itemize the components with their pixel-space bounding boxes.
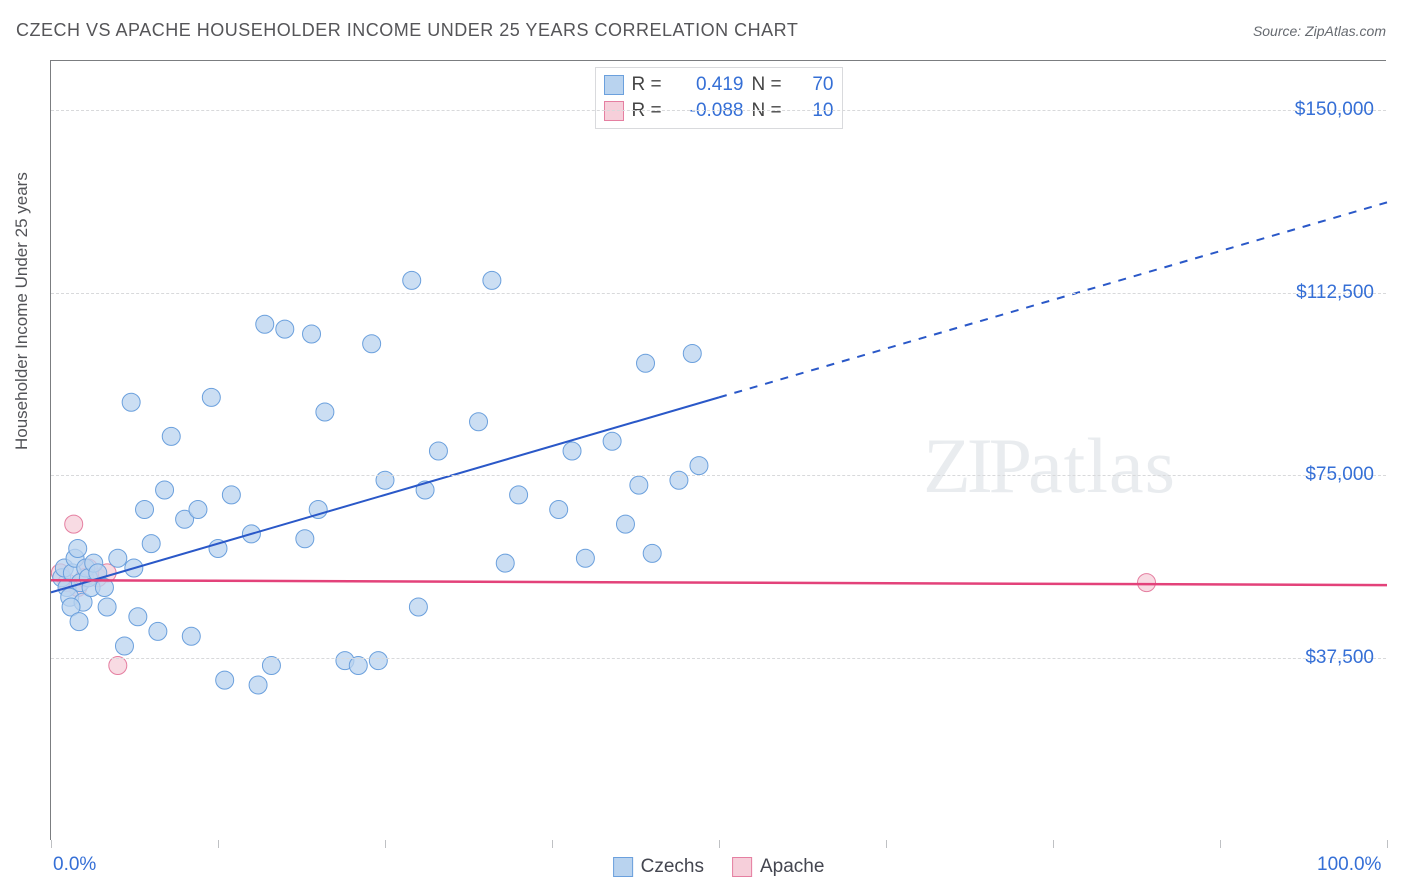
y-tick-label: $112,500: [1296, 282, 1374, 304]
series-legend: Czechs Apache: [613, 856, 825, 878]
y-tick-label: $150,000: [1295, 99, 1374, 121]
plot-svg: [51, 61, 1386, 840]
swatch-apache-2: [732, 857, 752, 877]
swatch-czechs: [604, 75, 624, 95]
legend-item-czechs: Czechs: [613, 856, 704, 878]
swatch-czechs-2: [613, 857, 633, 877]
y-tick-label: $75,000: [1305, 464, 1374, 486]
chart-title: CZECH VS APACHE HOUSEHOLDER INCOME UNDER…: [16, 20, 798, 41]
y-tick-label: $37,500: [1305, 647, 1374, 669]
legend-item-apache: Apache: [732, 856, 824, 878]
chart-plot-area: ZIPatlas R = 0.419 N = 70 R = -0.088 N =…: [50, 60, 1386, 840]
n-value-czechs: 70: [794, 74, 834, 96]
swatch-apache: [604, 101, 624, 121]
legend-row-czechs: R = 0.419 N = 70: [604, 72, 834, 98]
legend-label-czechs: Czechs: [641, 856, 704, 878]
legend-label-apache: Apache: [760, 856, 824, 878]
r-value-czechs: 0.419: [674, 74, 744, 96]
y-axis-label: Householder Income Under 25 years: [12, 172, 32, 450]
r-value-apache: -0.088: [674, 100, 744, 122]
x-tick-label: 100.0%: [1317, 854, 1381, 876]
n-value-apache: 10: [794, 100, 834, 122]
source-label: Source: ZipAtlas.com: [1253, 23, 1386, 39]
correlation-legend: R = 0.419 N = 70 R = -0.088 N = 10: [595, 67, 843, 129]
watermark: ZIPatlas: [923, 421, 1176, 511]
x-tick-label: 0.0%: [53, 854, 96, 876]
legend-row-apache: R = -0.088 N = 10: [604, 98, 834, 124]
